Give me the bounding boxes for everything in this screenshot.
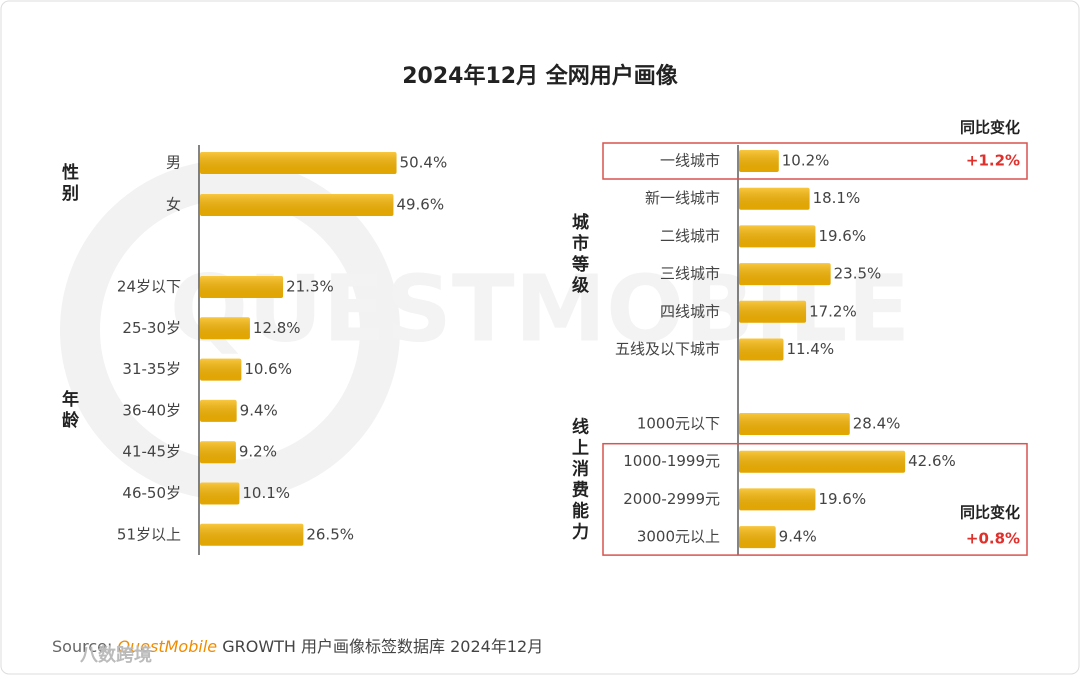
category-label: 51岁以上 <box>117 525 181 543</box>
bar-shade <box>739 300 807 323</box>
category-label: 2000-2999元 <box>623 490 720 508</box>
category-label: 25-30岁 <box>122 319 181 337</box>
bar-shade <box>739 413 850 435</box>
bar-shade <box>739 526 776 549</box>
bar-shade <box>200 194 394 216</box>
value-label: 9.4% <box>240 401 278 419</box>
bar-shade <box>739 225 816 248</box>
value-label: 12.8% <box>253 319 301 337</box>
bar-shade <box>739 450 906 473</box>
bar-shade <box>200 152 397 174</box>
source-brand: QuestMobile <box>117 637 217 656</box>
value-label: 19.6% <box>818 227 866 245</box>
chart-title: 2024年12月 全网用户画像 <box>402 63 679 89</box>
value-label: 50.4% <box>400 154 448 172</box>
value-label: 19.6% <box>818 490 866 508</box>
category-label: 五线及以下城市 <box>615 340 720 358</box>
bar-shade <box>739 488 816 511</box>
highlight-box <box>602 442 1028 556</box>
value-label: 26.5% <box>306 525 354 543</box>
corner-watermark: 八数跨境 <box>80 644 152 666</box>
value-label: 42.6% <box>908 452 956 470</box>
value-label: 49.6% <box>396 196 444 214</box>
value-label: 9.2% <box>239 443 277 461</box>
category-label: 1000-1999元 <box>623 452 720 470</box>
group-label: 性别 <box>58 162 80 205</box>
bar-shade <box>739 338 784 361</box>
bar-shade <box>200 523 304 546</box>
value-label: 10.2% <box>782 152 830 170</box>
annotation-title: 同比变化 <box>960 119 1020 137</box>
group-label: 年龄 <box>58 389 79 432</box>
category-label: 二线城市 <box>660 227 720 245</box>
category-label: 3000元以上 <box>637 528 720 546</box>
bar-shade <box>200 482 240 505</box>
bar-shade <box>200 358 242 381</box>
group-label: 线上消费能力 <box>568 417 589 544</box>
bar-shade <box>200 317 250 340</box>
bar-shade <box>200 276 284 298</box>
category-label: 31-35岁 <box>122 360 181 378</box>
source-prefix: Source: <box>52 637 112 656</box>
category-label: 三线城市 <box>660 265 720 283</box>
value-label: 11.4% <box>786 340 834 358</box>
watermark-logo <box>60 160 400 500</box>
value-label: 9.4% <box>779 528 817 546</box>
category-label: 四线城市 <box>660 302 720 320</box>
category-label: 1000元以下 <box>637 415 720 433</box>
value-label: 21.3% <box>286 278 334 296</box>
category-label: 一线城市 <box>660 152 720 170</box>
category-label: 41-45岁 <box>122 443 181 461</box>
source: Source: QuestMobile GROWTH 用户画像标签数据库 202… <box>52 637 543 656</box>
annotation-title: 同比变化 <box>960 504 1020 522</box>
group-label: 城市等级 <box>568 213 589 297</box>
value-label: 10.1% <box>242 484 290 502</box>
bar-shade <box>200 399 237 422</box>
category-label: 男 <box>166 154 181 172</box>
value-label: 17.2% <box>809 302 857 320</box>
category-label: 新一线城市 <box>645 189 720 207</box>
value-label: 28.4% <box>853 415 901 433</box>
bar-shade <box>739 150 779 172</box>
category-label: 36-40岁 <box>122 401 181 419</box>
annotation-value: +0.8% <box>966 530 1020 548</box>
value-label: 23.5% <box>834 265 882 283</box>
category-label: 24岁以下 <box>117 278 181 296</box>
source-text: GROWTH 用户画像标签数据库 2024年12月 <box>222 637 543 656</box>
bar-shade <box>739 187 810 210</box>
highlight-box <box>602 142 1028 180</box>
annotation-value: +1.2% <box>966 152 1020 170</box>
category-label: 女 <box>166 196 181 214</box>
category-label: 46-50岁 <box>122 484 181 502</box>
bar-shade <box>200 441 236 464</box>
bar-shade <box>739 263 831 286</box>
value-label: 10.6% <box>244 360 292 378</box>
value-label: 18.1% <box>813 189 861 207</box>
